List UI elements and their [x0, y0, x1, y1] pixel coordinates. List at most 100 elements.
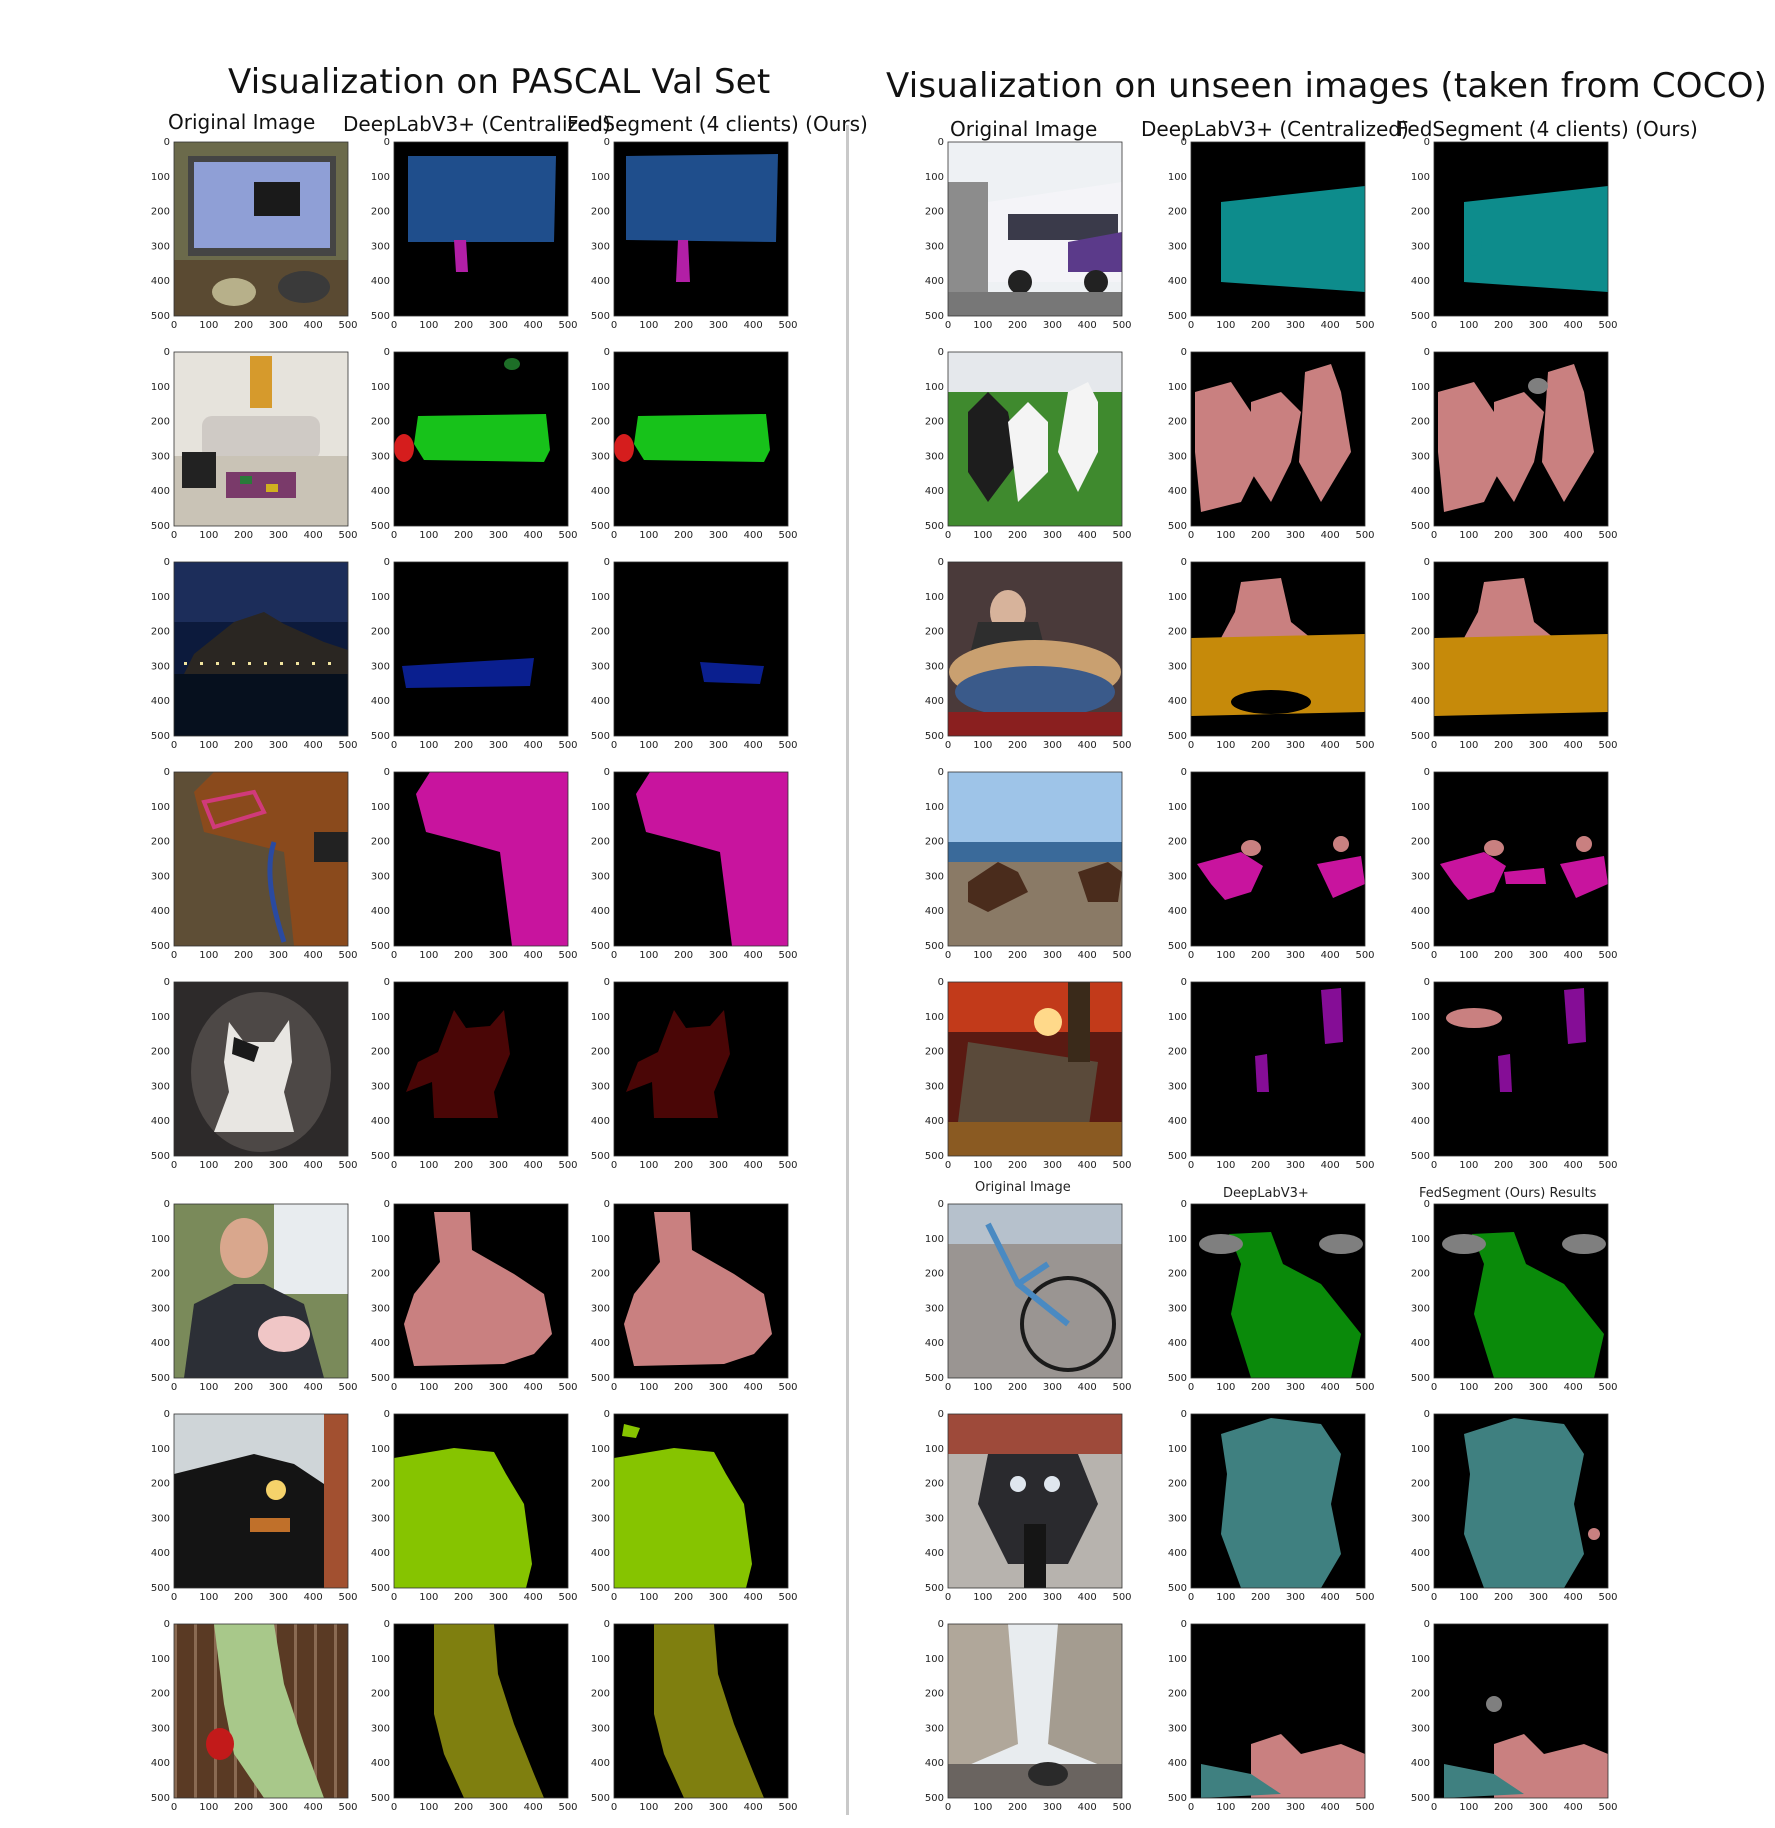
y-tick-label: 0 [1181, 1199, 1187, 1210]
x-tick-label: 400 [1078, 320, 1097, 331]
y-tick-label: 400 [151, 1548, 170, 1559]
x-tick-label: 300 [489, 1802, 508, 1813]
left-row7-deeplab-mask-frame [393, 1413, 569, 1589]
left-row7-deeplab-mask-content [394, 1414, 568, 1588]
x-tick-label: 0 [171, 320, 177, 331]
y-tick-label: 100 [591, 802, 610, 813]
x-tick-label: 400 [1078, 1160, 1097, 1171]
y-tick-label: 300 [1168, 1723, 1187, 1734]
right-row2-deeplab-mask-content [1191, 352, 1365, 526]
x-tick-label: 400 [304, 950, 323, 961]
y-tick-label: 400 [151, 276, 170, 287]
x-tick-label: 100 [639, 1160, 658, 1171]
person-mask [1221, 578, 1311, 638]
car-mask-2 [1319, 1234, 1363, 1254]
y-tick-label: 500 [151, 941, 170, 952]
x-tick-label: 500 [558, 1160, 577, 1171]
rider-mask-1 [1241, 840, 1261, 856]
left-row8-original-image: 0 0 100 100 200 200 300 300 400 400 500 500 [148, 1618, 358, 1814]
left-row8-original-image-content [174, 1624, 348, 1798]
y-tick-label: 100 [151, 1654, 170, 1665]
y-tick-label: 0 [1181, 767, 1187, 778]
x-tick-label: 300 [1529, 950, 1548, 961]
player-1 [968, 392, 1018, 502]
x-tick-label: 300 [1529, 320, 1548, 331]
x-tick-label: 0 [1188, 320, 1194, 331]
x-tick-label: 300 [269, 1160, 288, 1171]
right-row4-fedsegment-mask: 0 0 100 100 200 200 300 300 400 400 500 500 [1408, 766, 1618, 962]
x-tick-label: 0 [611, 1382, 617, 1393]
x-tick-label: 400 [304, 1802, 323, 1813]
left-header-original: Original Image [168, 110, 316, 134]
x-tick-label: 300 [709, 1160, 728, 1171]
right-row2-deeplab-mask-svg: 0 0 100 100 200 200 300 300 400 400 500 500 [1168, 347, 1375, 541]
y-tick-label: 300 [1168, 451, 1187, 462]
x-tick-label: 200 [1251, 740, 1270, 751]
left-row5-deeplab-mask-svg: 0 0 100 100 200 200 300 300 400 400 500 500 [371, 977, 578, 1171]
left-row7-fedsegment-mask-svg: 0 0 100 100 200 200 300 300 400 400 500 500 [591, 1409, 798, 1603]
y-tick-label: 100 [371, 802, 390, 813]
y-tick-label: 400 [591, 1338, 610, 1349]
y-tick-label: 300 [151, 241, 170, 252]
bird-shape [214, 1624, 324, 1798]
y-tick-label: 500 [1411, 731, 1430, 742]
left-row4-fedsegment-mask-svg: 0 0 100 100 200 200 300 300 400 400 500 500 [591, 767, 798, 961]
y-tick-label: 100 [151, 802, 170, 813]
y-tick-label: 300 [591, 1723, 610, 1734]
x-tick-label: 400 [1564, 740, 1583, 751]
table-mask [1191, 634, 1365, 716]
x-tick-label: 100 [1216, 1592, 1235, 1603]
x-tick-label: 400 [744, 950, 763, 961]
x-tick-label: 200 [234, 320, 253, 331]
y-tick-label: 500 [591, 1583, 610, 1594]
y-tick-label: 0 [1424, 347, 1430, 358]
x-tick-label: 300 [1043, 740, 1062, 751]
y-tick-label: 0 [604, 137, 610, 148]
y-tick-label: 500 [1411, 941, 1430, 952]
y-tick-label: 500 [1168, 941, 1187, 952]
x-tick-label: 500 [778, 1382, 797, 1393]
left-row1-fedsegment-mask-svg: 0 0 100 100 200 200 300 300 400 400 500 500 [591, 137, 798, 331]
y-tick-label: 400 [925, 276, 944, 287]
y-tick-label: 400 [151, 696, 170, 707]
right-row6-fedsegment-mask-svg: 0 0 100 100 200 200 300 300 400 400 500 500 [1411, 1199, 1618, 1393]
x-tick-label: 200 [454, 320, 473, 331]
y-tick-label: 100 [591, 1444, 610, 1455]
y-tick-label: 200 [371, 627, 390, 638]
right-row4-fedsegment-mask-svg: 0 0 100 100 200 200 300 300 400 400 500 500 [1411, 767, 1618, 961]
y-tick-label: 100 [371, 1444, 390, 1455]
x-tick-label: 0 [1431, 530, 1437, 541]
x-tick-label: 0 [171, 1160, 177, 1171]
y-tick-label: 300 [591, 871, 610, 882]
x-tick-label: 200 [674, 740, 693, 751]
y-tick-label: 100 [925, 802, 944, 813]
y-tick-label: 200 [591, 207, 610, 218]
x-tick-label: 200 [1494, 1592, 1513, 1603]
x-tick-label: 300 [269, 530, 288, 541]
y-tick-label: 100 [1411, 1444, 1430, 1455]
y-tick-label: 400 [591, 696, 610, 707]
x-tick-label: 100 [1459, 530, 1478, 541]
y-tick-label: 200 [925, 1047, 944, 1058]
y-tick-label: 400 [1411, 276, 1430, 287]
y-tick-label: 100 [151, 1444, 170, 1455]
y-tick-label: 300 [1411, 1081, 1430, 1092]
x-tick-label: 400 [1321, 320, 1340, 331]
person-head [220, 1218, 268, 1278]
x-tick-label: 100 [639, 320, 658, 331]
x-tick-label: 500 [1112, 320, 1131, 331]
y-tick-label: 200 [1411, 837, 1430, 848]
x-tick-label: 100 [419, 1382, 438, 1393]
left-row8-fedsegment-mask-svg: 0 0 100 100 200 200 300 300 400 400 500 500 [591, 1619, 798, 1813]
y-tick-label: 500 [1411, 1583, 1430, 1594]
x-tick-label: 300 [709, 1382, 728, 1393]
right-row5-original-image-content [948, 982, 1122, 1156]
x-tick-label: 500 [558, 1382, 577, 1393]
y-tick-label: 300 [925, 451, 944, 462]
right-row3-deeplab-mask-svg: 0 0 100 100 200 200 300 300 400 400 500 500 [1168, 557, 1375, 751]
x-tick-label: 200 [1251, 1382, 1270, 1393]
y-tick-label: 500 [371, 731, 390, 742]
y-tick-label: 400 [925, 696, 944, 707]
y-tick-label: 400 [925, 1116, 944, 1127]
motorbike-body [978, 1454, 1098, 1564]
